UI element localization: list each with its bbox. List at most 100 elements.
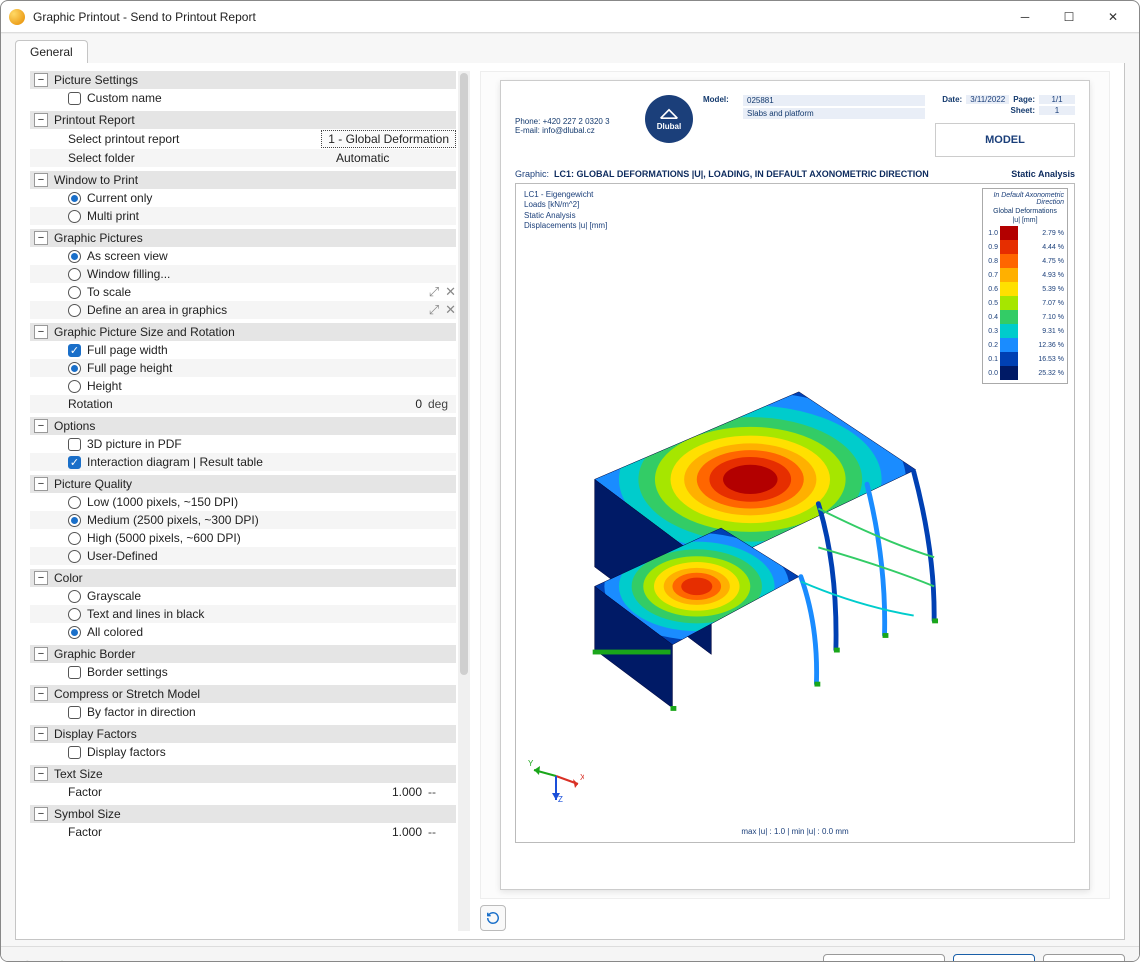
collapse-icon[interactable]: − bbox=[34, 231, 48, 245]
section-color[interactable]: − Color bbox=[30, 569, 456, 587]
define-area-radio[interactable] bbox=[68, 304, 81, 317]
maximize-button[interactable]: ☐ bbox=[1047, 1, 1091, 33]
section-options[interactable]: − Options bbox=[30, 417, 456, 435]
legend-row: 0.39.31 % bbox=[986, 324, 1064, 338]
section-text-size[interactable]: − Text Size bbox=[30, 765, 456, 783]
rotation-value[interactable]: 0 bbox=[308, 397, 428, 411]
collapse-icon[interactable]: − bbox=[34, 647, 48, 661]
dlubal-logo: Dlubal bbox=[645, 95, 693, 143]
symbol-size-factor[interactable]: 1.000 bbox=[308, 825, 428, 839]
full-page-height-radio[interactable] bbox=[68, 362, 81, 375]
custom-name-checkbox[interactable] bbox=[68, 92, 81, 105]
report-page: Phone: +420 227 2 0320 3 E-mail: info@dl… bbox=[500, 80, 1090, 890]
settings-scrollbar[interactable] bbox=[458, 71, 470, 931]
multi-print-radio[interactable] bbox=[68, 210, 81, 223]
current-only-radio[interactable] bbox=[68, 192, 81, 205]
collapse-icon[interactable]: − bbox=[34, 325, 48, 339]
section-printout-report[interactable]: − Printout Report bbox=[30, 111, 456, 129]
delete-icon[interactable]: ✕ bbox=[445, 302, 456, 318]
legend-row: 0.57.07 % bbox=[986, 296, 1064, 310]
collapse-icon[interactable]: − bbox=[34, 727, 48, 741]
height-radio[interactable] bbox=[68, 380, 81, 393]
collapse-icon[interactable]: − bbox=[34, 477, 48, 491]
3d-pdf-checkbox[interactable] bbox=[68, 438, 81, 451]
window-title: Graphic Printout - Send to Printout Repo… bbox=[33, 10, 1003, 24]
save-settings-button[interactable] bbox=[83, 954, 109, 962]
collapse-icon[interactable]: − bbox=[34, 113, 48, 127]
legend-row: 1.02.79 % bbox=[986, 226, 1064, 240]
expand-icon[interactable]: ⤢ bbox=[429, 284, 439, 300]
section-graphic-pictures[interactable]: − Graphic Pictures bbox=[30, 229, 456, 247]
to-scale-radio[interactable] bbox=[68, 286, 81, 299]
section-compress-stretch[interactable]: − Compress or Stretch Model bbox=[30, 685, 456, 703]
section-graphic-border[interactable]: − Graphic Border bbox=[30, 645, 456, 663]
legend-row: 0.94.44 % bbox=[986, 240, 1064, 254]
section-size-rotation[interactable]: − Graphic Picture Size and Rotation bbox=[30, 323, 456, 341]
select-folder-value[interactable]: Automatic bbox=[336, 151, 456, 165]
svg-text:X: X bbox=[580, 773, 584, 782]
quality-user-radio[interactable] bbox=[68, 550, 81, 563]
section-picture-settings[interactable]: − Picture Settings bbox=[30, 71, 456, 89]
svg-text:Z: Z bbox=[558, 795, 563, 804]
save-and-show-button[interactable]: Save and Show bbox=[823, 954, 945, 962]
svg-text:Y: Y bbox=[528, 759, 534, 768]
graphic-footer: max |u| : 1.0 | min |u| : 0.0 mm bbox=[516, 827, 1074, 836]
window-filling-radio[interactable] bbox=[68, 268, 81, 281]
refresh-button[interactable] bbox=[480, 905, 506, 931]
legend-row: 0.65.39 % bbox=[986, 282, 1064, 296]
collapse-icon[interactable]: − bbox=[34, 807, 48, 821]
color-bw-radio[interactable] bbox=[68, 608, 81, 621]
ok-button[interactable]: OK bbox=[953, 954, 1035, 962]
dialog-footer: Save and Show OK Cancel bbox=[1, 946, 1139, 962]
model-desc: Slabs and platform bbox=[743, 108, 925, 119]
close-button[interactable]: ✕ bbox=[1091, 1, 1135, 33]
tab-general[interactable]: General bbox=[15, 40, 88, 63]
apply-button[interactable] bbox=[49, 954, 75, 962]
collapse-icon[interactable]: − bbox=[34, 571, 48, 585]
display-factors-checkbox[interactable] bbox=[68, 746, 81, 759]
section-window-to-print[interactable]: − Window to Print bbox=[30, 171, 456, 189]
section-symbol-size[interactable]: − Symbol Size bbox=[30, 805, 456, 823]
cancel-button[interactable]: Cancel bbox=[1043, 954, 1125, 962]
color-all-radio[interactable] bbox=[68, 626, 81, 639]
axis-triad: X Y Z bbox=[528, 748, 584, 806]
collapse-icon[interactable]: − bbox=[34, 173, 48, 187]
model-box-label: MODEL bbox=[935, 123, 1075, 157]
text-size-factor[interactable]: 1.000 bbox=[308, 785, 428, 799]
color-gray-radio[interactable] bbox=[68, 590, 81, 603]
collapse-icon[interactable]: − bbox=[34, 419, 48, 433]
settings-panel: − Picture Settings Custom name − Printou… bbox=[30, 71, 470, 931]
company-contact: Phone: +420 227 2 0320 3 E-mail: info@dl… bbox=[515, 95, 635, 135]
legend-row: 0.025.32 % bbox=[986, 366, 1064, 380]
legend-row: 0.47.10 % bbox=[986, 310, 1064, 324]
color-legend: In Default Axonometric Direction Global … bbox=[982, 188, 1068, 384]
quality-high-radio[interactable] bbox=[68, 532, 81, 545]
border-settings-checkbox[interactable] bbox=[68, 666, 81, 679]
legend-row: 0.212.36 % bbox=[986, 338, 1064, 352]
delete-icon[interactable]: ✕ bbox=[445, 284, 456, 300]
title-bar: Graphic Printout - Send to Printout Repo… bbox=[1, 1, 1139, 33]
by-factor-checkbox[interactable] bbox=[68, 706, 81, 719]
legend-row: 0.74.93 % bbox=[986, 268, 1064, 282]
interaction-diagram-checkbox[interactable]: ✓ bbox=[68, 456, 81, 469]
expand-icon[interactable]: ⤢ bbox=[429, 302, 439, 318]
app-icon bbox=[9, 9, 25, 25]
preview-area: Phone: +420 227 2 0320 3 E-mail: info@dl… bbox=[480, 71, 1110, 899]
collapse-icon[interactable]: − bbox=[34, 767, 48, 781]
help-button[interactable] bbox=[15, 954, 41, 962]
minimize-button[interactable]: ─ bbox=[1003, 1, 1047, 33]
collapse-icon[interactable]: − bbox=[34, 73, 48, 87]
select-printout-report[interactable]: 1 - Global Deformation bbox=[321, 130, 456, 148]
graphic-box: LC1 - Eigengewicht Loads [kN/m^2] Static… bbox=[515, 183, 1075, 843]
quality-medium-radio[interactable] bbox=[68, 514, 81, 527]
quality-low-radio[interactable] bbox=[68, 496, 81, 509]
section-display-factors[interactable]: − Display Factors bbox=[30, 725, 456, 743]
legend-row: 0.84.75 % bbox=[986, 254, 1064, 268]
legend-row: 0.116.53 % bbox=[986, 352, 1064, 366]
as-screen-view-radio[interactable] bbox=[68, 250, 81, 263]
full-page-width-checkbox[interactable]: ✓ bbox=[68, 344, 81, 357]
section-picture-quality[interactable]: − Picture Quality bbox=[30, 475, 456, 493]
model-number: 025881 bbox=[743, 95, 925, 106]
graphic-meta: LC1 - Eigengewicht Loads [kN/m^2] Static… bbox=[524, 190, 607, 232]
collapse-icon[interactable]: − bbox=[34, 687, 48, 701]
